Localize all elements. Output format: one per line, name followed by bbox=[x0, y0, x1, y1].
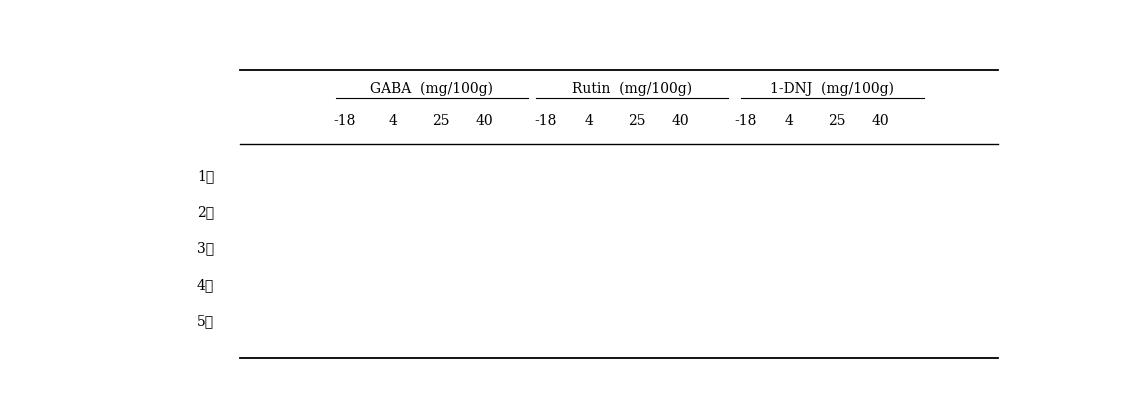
Text: 4: 4 bbox=[584, 113, 593, 127]
Text: 25: 25 bbox=[828, 113, 846, 127]
Text: -18: -18 bbox=[334, 113, 356, 127]
Text: GABA  (mg/100g): GABA (mg/100g) bbox=[371, 82, 493, 96]
Text: 25: 25 bbox=[628, 113, 646, 127]
Text: 4: 4 bbox=[784, 113, 793, 127]
Text: 5회: 5회 bbox=[198, 314, 214, 328]
Text: 1-DNJ  (mg/100g): 1-DNJ (mg/100g) bbox=[770, 82, 894, 96]
Text: 3회: 3회 bbox=[198, 242, 214, 256]
Text: 2회: 2회 bbox=[198, 206, 214, 219]
Text: -18: -18 bbox=[533, 113, 556, 127]
Text: -18: -18 bbox=[734, 113, 757, 127]
Text: 40: 40 bbox=[672, 113, 688, 127]
Text: 40: 40 bbox=[871, 113, 889, 127]
Text: 40: 40 bbox=[475, 113, 493, 127]
Text: Rutin  (mg/100g): Rutin (mg/100g) bbox=[572, 82, 692, 96]
Text: 4: 4 bbox=[389, 113, 398, 127]
Text: 25: 25 bbox=[432, 113, 449, 127]
Text: 1회: 1회 bbox=[197, 169, 214, 183]
Text: 4회: 4회 bbox=[197, 278, 214, 292]
